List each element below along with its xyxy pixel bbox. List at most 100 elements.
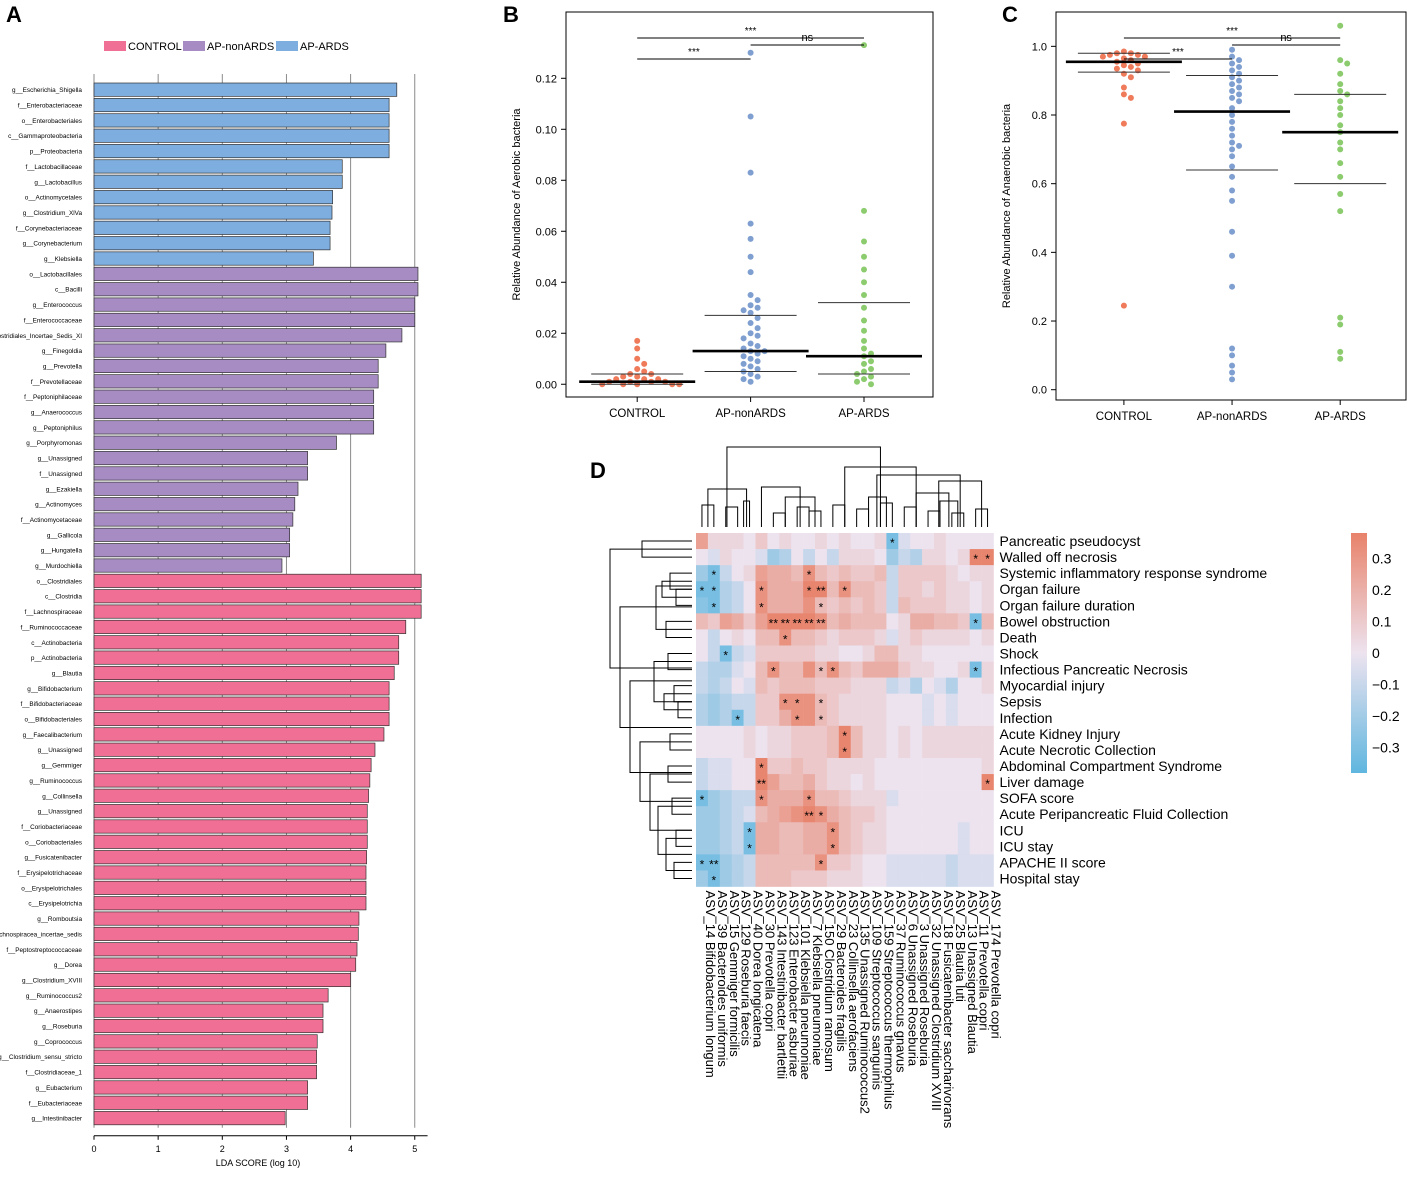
heatmap-cell: [874, 709, 887, 727]
data-point: [747, 269, 754, 276]
significance-star: *: [712, 600, 717, 614]
heatmap-cell: [743, 790, 756, 807]
row-label: Infection: [1000, 710, 1053, 726]
heatmap-cell: [767, 806, 780, 823]
heatmap-cell: [815, 533, 828, 550]
heatmap-cell: [719, 645, 732, 662]
row-label: Bowel obstruction: [1000, 613, 1111, 629]
heatmap-cell: [779, 790, 792, 807]
heatmap-cell: [826, 838, 840, 855]
heatmap-cell: [898, 581, 911, 598]
heatmap-cell: [922, 790, 935, 807]
heatmap-cell: [862, 725, 875, 743]
heatmap-cell: [803, 661, 816, 678]
bar-label: p__Actinobacteria: [31, 655, 83, 662]
heatmap-cell: [898, 549, 911, 566]
heatmap-cell: [981, 774, 994, 791]
x-tick-label: 0: [91, 1144, 96, 1154]
significance-star: *: [973, 616, 978, 630]
heatmap-cell: [934, 533, 947, 550]
heatmap-cell: [707, 581, 721, 598]
heatmap-cell: [826, 629, 840, 646]
heatmap-cell: [850, 597, 863, 614]
heatmap-cell: [731, 549, 744, 566]
heatmap-cell: [743, 806, 756, 823]
data-point: [1337, 70, 1344, 77]
heatmap-cell: [826, 677, 840, 694]
heatmap-cell: [945, 533, 959, 550]
column-label: ASV_25 Blautia luti: [953, 891, 968, 1002]
heatmap-cell: [922, 533, 935, 550]
significance-star: *: [973, 665, 978, 679]
row-label: Systemic inflammatory response syndrome: [1000, 565, 1268, 581]
heatmap-cell: [743, 838, 756, 855]
significance-star: *: [819, 600, 824, 614]
lda-bar: [93, 804, 368, 819]
data-point: [861, 266, 868, 273]
heatmap-cell: [791, 822, 804, 839]
heatmap-cell: [755, 549, 768, 566]
data-point: [861, 327, 868, 334]
x-tick-label: CONTROL: [1096, 411, 1153, 423]
heatmap-cell: [945, 790, 959, 807]
heatmap-cell: [719, 838, 732, 855]
bar-label: f__Ruminococcaceae: [21, 624, 83, 631]
heatmap-cell: [755, 757, 768, 775]
data-point: [1113, 65, 1120, 72]
column-label: ASV_30 Prevotella copri: [762, 891, 777, 1032]
significance-star: *: [783, 632, 788, 646]
heatmap-cell: [838, 757, 851, 775]
data-point: [1229, 94, 1236, 101]
data-point: [1229, 376, 1236, 383]
column-label: ASV_6 Unassigned Roseburia: [905, 891, 920, 1067]
heatmap-cell: [886, 693, 899, 711]
row-label: Acute Peripancreatic Fluid Collection: [1000, 806, 1229, 822]
heatmap-cell: [969, 661, 982, 678]
heatmap-cell: [803, 870, 816, 887]
bar-label: f__Peptoniphilaceae: [24, 394, 82, 401]
significance-star: *: [759, 600, 764, 614]
heatmap-cell: [803, 581, 816, 598]
x-tick-label: 1: [156, 1144, 161, 1154]
x-tick-label: CONTROL: [609, 408, 666, 420]
data-point: [861, 337, 868, 344]
heatmap-cell: [707, 757, 721, 775]
heatmap-cell: [719, 774, 732, 791]
row-label: Myocardial injury: [1000, 678, 1105, 694]
data-point: [754, 332, 761, 339]
heatmap-cell: [779, 741, 792, 759]
row-label: ICU stay: [1000, 838, 1054, 854]
data-point: [1120, 84, 1127, 91]
heatmap-cell: [850, 549, 863, 566]
significance-star: *: [759, 793, 764, 807]
y-tick-label: 0.08: [536, 175, 557, 187]
heatmap-cell: [981, 822, 994, 839]
heatmap-cell: [910, 613, 923, 630]
row-label: Organ failure: [1000, 581, 1081, 597]
lda-bar: [93, 282, 419, 297]
heatmap-cell: [707, 645, 721, 662]
heatmap-cell: [838, 741, 851, 759]
lda-bar: [93, 665, 395, 680]
data-point: [1229, 146, 1236, 153]
heatmap-cell: [767, 741, 780, 759]
heatmap-cell: [719, 709, 732, 727]
heatmap-cell: [957, 870, 970, 887]
bar-label: g__Clostridium_sensu_stricto: [0, 1054, 82, 1061]
heatmap-cell: [826, 774, 840, 791]
heatmap-cell: [731, 838, 744, 855]
bar-label: g__Anaerostipes: [34, 1008, 82, 1015]
heatmap-cell: [791, 838, 804, 855]
heatmap-cell: [934, 838, 947, 855]
heatmap-cell: [862, 806, 875, 823]
heatmap-cell: [779, 661, 792, 678]
heatmap-cell: [731, 533, 744, 550]
heatmap-cell: [779, 870, 792, 887]
lda-bar: [93, 451, 308, 466]
heatmap-cell: [803, 741, 816, 759]
heatmap-cell: [862, 709, 875, 727]
heatmap-cell: [874, 549, 887, 566]
heatmap-cell: [803, 597, 816, 614]
heatmap-cell: [886, 725, 899, 743]
